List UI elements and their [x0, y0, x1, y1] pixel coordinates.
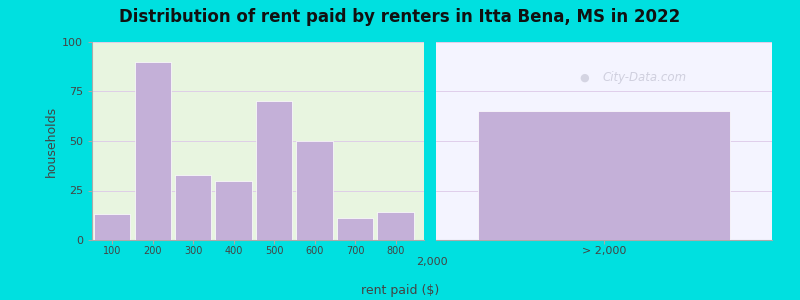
Y-axis label: households: households — [45, 105, 58, 177]
Bar — [94, 214, 130, 240]
Bar — [175, 175, 211, 240]
Bar — [478, 111, 730, 240]
Bar — [134, 62, 171, 240]
Text: City-Data.com: City-Data.com — [602, 71, 686, 84]
Text: ●: ● — [579, 73, 589, 82]
Bar — [215, 181, 252, 240]
Bar — [297, 141, 333, 240]
Bar — [378, 212, 414, 240]
Text: Distribution of rent paid by renters in Itta Bena, MS in 2022: Distribution of rent paid by renters in … — [119, 8, 681, 26]
Bar — [337, 218, 374, 240]
Bar — [256, 101, 293, 240]
Text: 2,000: 2,000 — [416, 257, 448, 267]
Text: rent paid ($): rent paid ($) — [361, 284, 439, 297]
